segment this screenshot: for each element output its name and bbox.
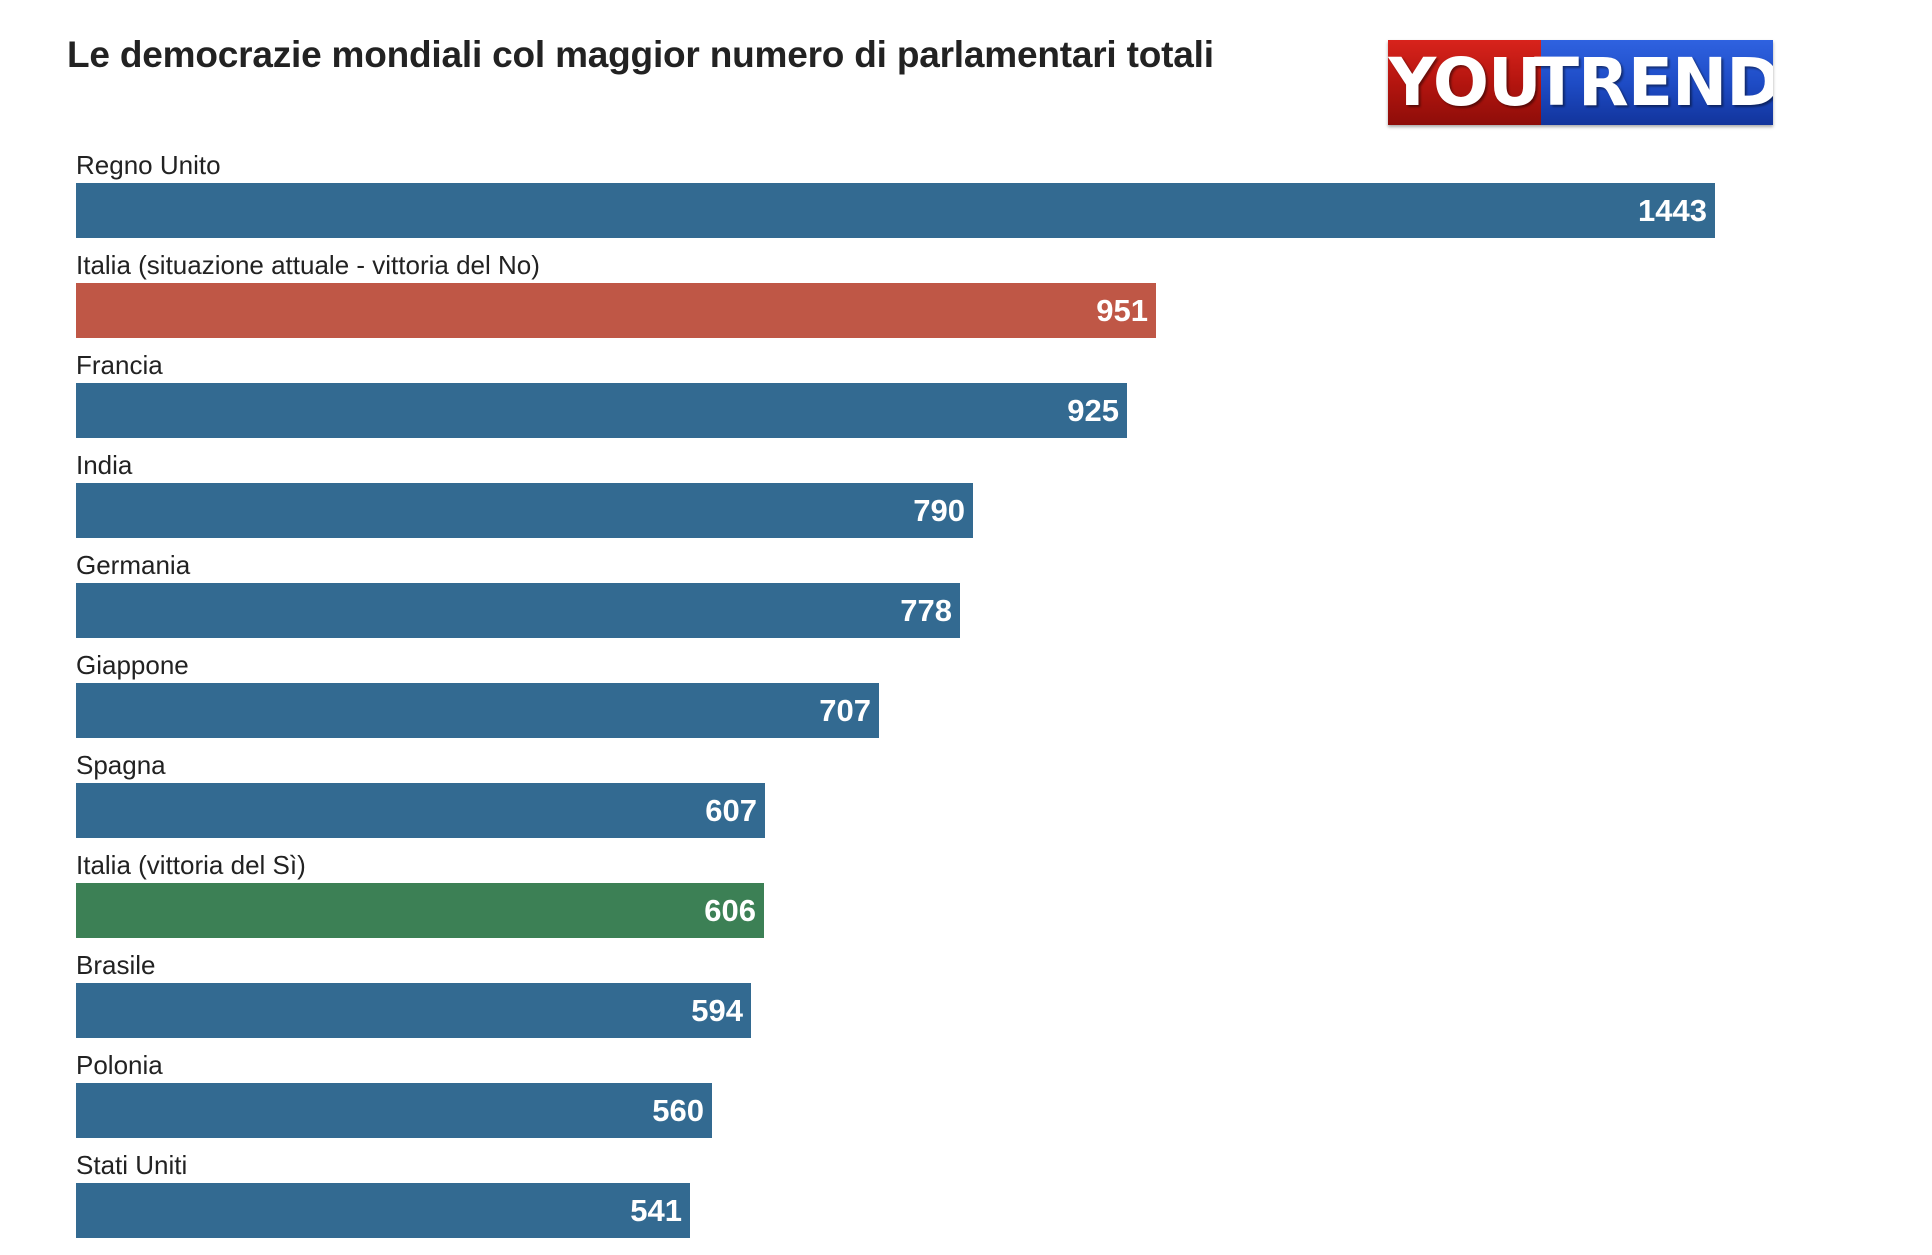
category-label: Germania bbox=[76, 550, 191, 580]
bar-value-label: 606 bbox=[704, 893, 756, 928]
category-label: Brasile bbox=[76, 950, 156, 980]
category-label: Regno Unito bbox=[76, 150, 221, 180]
bar-value-label: 925 bbox=[1067, 393, 1119, 428]
logo-trend: TREND bbox=[1534, 40, 1773, 125]
bar: 707 bbox=[76, 683, 879, 738]
bar-value-label: 560 bbox=[652, 1093, 704, 1128]
bar: 560 bbox=[76, 1083, 712, 1138]
bar-value-label: 707 bbox=[819, 693, 871, 728]
bar: 606 bbox=[76, 883, 764, 938]
bar-value-label: 778 bbox=[900, 593, 952, 628]
category-label: Stati Uniti bbox=[76, 1150, 188, 1180]
bar-value-label: 951 bbox=[1096, 293, 1148, 328]
category-label: Spagna bbox=[76, 750, 166, 780]
bar-value-label: 594 bbox=[691, 993, 743, 1028]
bar: 1443 bbox=[76, 183, 1715, 238]
bar: 607 bbox=[76, 783, 765, 838]
bar-value-label: 541 bbox=[630, 1193, 682, 1228]
logo-you: YOU bbox=[1388, 40, 1542, 125]
category-label: Italia (situazione attuale - vittoria de… bbox=[76, 250, 540, 280]
bar: 790 bbox=[76, 483, 973, 538]
bar: 778 bbox=[76, 583, 960, 638]
bar: 594 bbox=[76, 983, 751, 1038]
bar: 541 bbox=[76, 1183, 690, 1238]
youtrend-logo: YOU TREND bbox=[1388, 40, 1773, 125]
category-label: Francia bbox=[76, 350, 163, 380]
bar-value-label: 607 bbox=[705, 793, 757, 828]
bar: 925 bbox=[76, 383, 1127, 438]
category-label: Polonia bbox=[76, 1050, 163, 1080]
category-label: Giappone bbox=[76, 650, 189, 680]
bar-value-label: 1443 bbox=[1638, 193, 1707, 228]
category-label: Italia (vittoria del Sì) bbox=[76, 850, 306, 880]
category-label: India bbox=[76, 450, 133, 480]
bar: 951 bbox=[76, 283, 1156, 338]
bar-value-label: 790 bbox=[913, 493, 965, 528]
chart-title: Le democrazie mondiali col maggior numer… bbox=[67, 34, 1214, 75]
